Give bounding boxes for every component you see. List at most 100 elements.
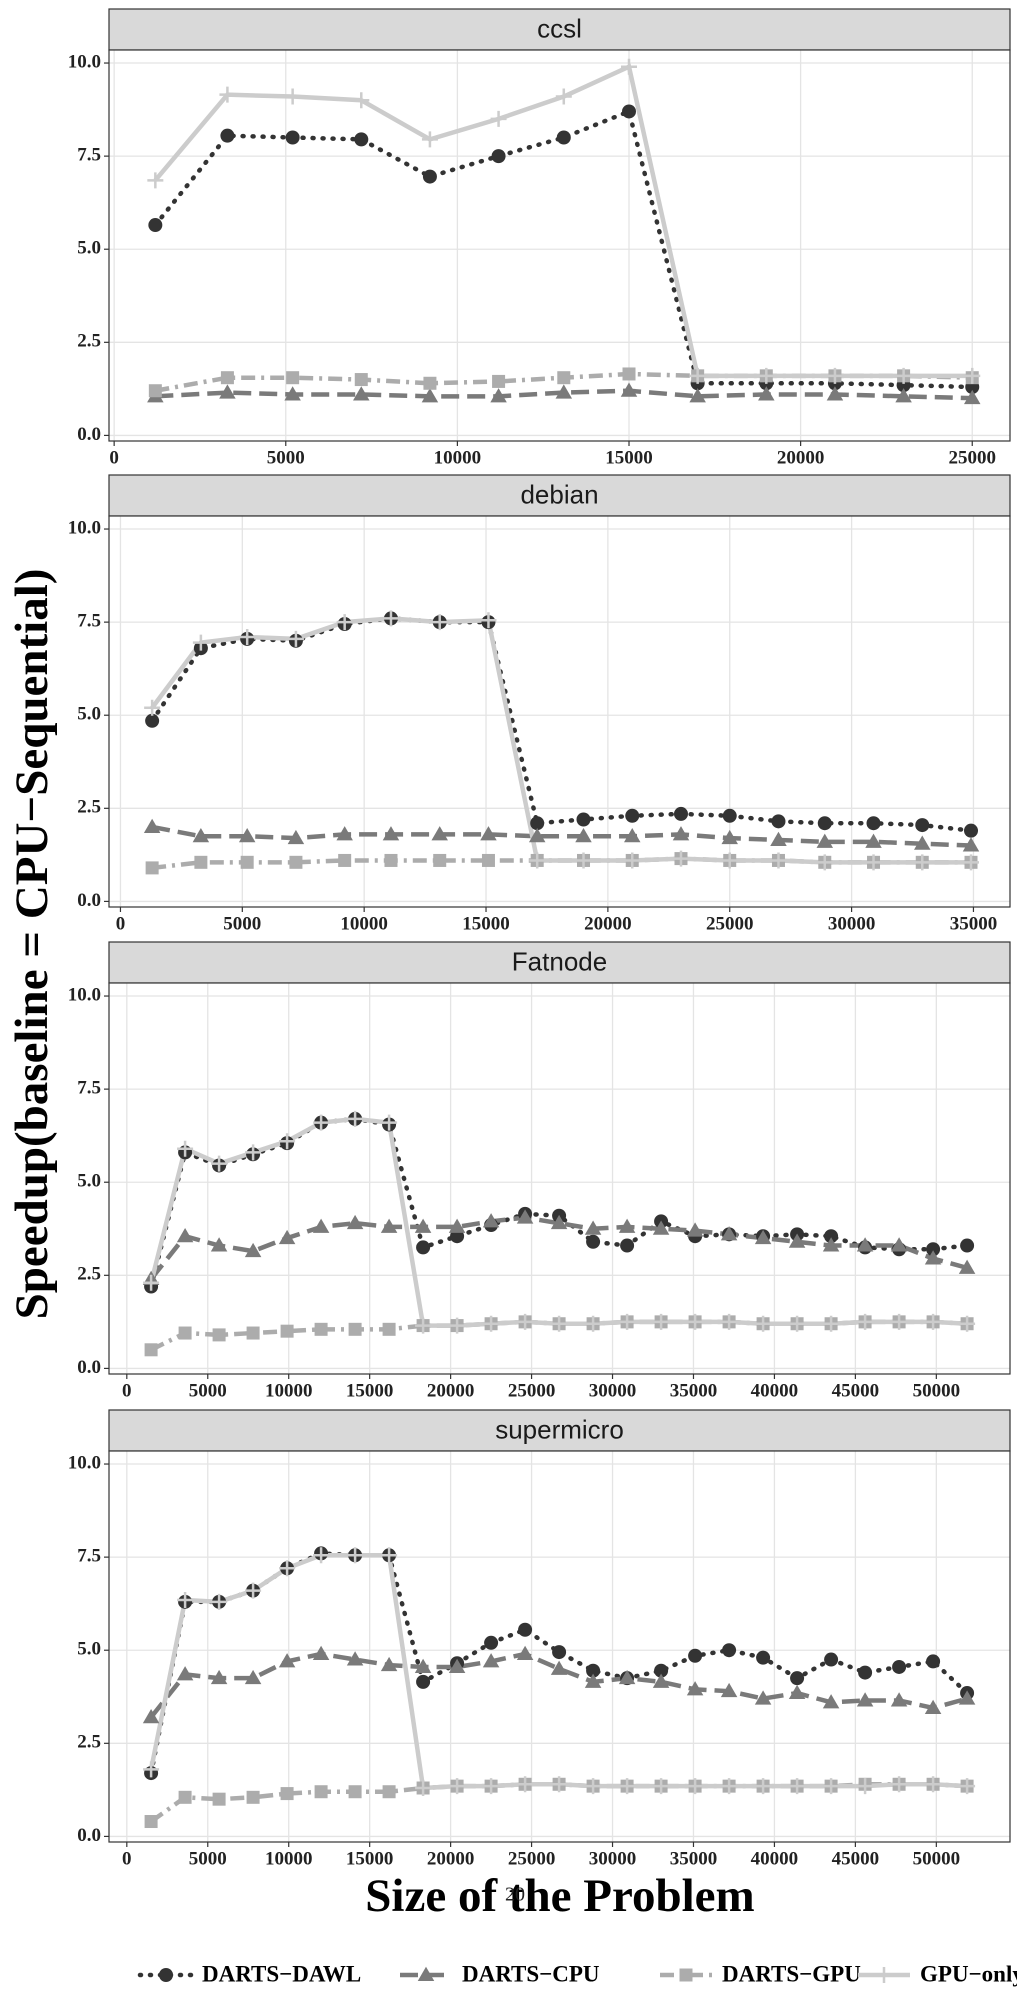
point [857, 1778, 874, 1795]
legend-label: DARTS−CPU [462, 1961, 600, 1986]
point [652, 1673, 670, 1688]
point [654, 1663, 669, 1678]
x-tick-label: 35000 [670, 1848, 718, 1869]
legend-label: DARTS−DAWL [202, 1961, 361, 1986]
point [958, 1690, 976, 1705]
point [959, 1778, 976, 1795]
plot-panel [109, 983, 1010, 1374]
point [914, 854, 931, 871]
point [278, 1229, 296, 1245]
point [721, 829, 738, 845]
panel-border [108, 1450, 1011, 1843]
point [492, 374, 506, 388]
point [384, 853, 398, 867]
point [926, 1242, 941, 1257]
point [586, 1663, 601, 1678]
point [891, 1313, 908, 1330]
point [621, 58, 638, 75]
point [381, 1547, 398, 1564]
point [480, 612, 497, 629]
point [280, 1324, 294, 1338]
point [822, 1694, 840, 1709]
point [556, 130, 571, 145]
y-tick-label: 0.0 [77, 1357, 101, 1378]
point [449, 1778, 466, 1795]
y-tick-label: 10.0 [68, 51, 101, 72]
point [575, 852, 592, 869]
x-tick-label: 10000 [434, 447, 482, 468]
x-tick-label: 50000 [913, 1380, 961, 1401]
point [823, 1315, 840, 1332]
point [380, 1218, 398, 1233]
point [858, 1665, 873, 1680]
point [483, 1315, 500, 1332]
x-tick-label: 25000 [508, 1380, 556, 1401]
point [866, 816, 881, 831]
point [176, 1227, 194, 1243]
point [382, 610, 399, 627]
point [754, 1229, 772, 1245]
y-tick-label: 0.0 [77, 1825, 101, 1846]
point [353, 92, 370, 109]
point [423, 376, 437, 390]
series-line [151, 824, 972, 848]
point [286, 371, 300, 385]
point [421, 131, 438, 148]
point [287, 829, 305, 845]
point [585, 1315, 602, 1332]
point [177, 1591, 194, 1608]
x-tick-label: 20000 [777, 447, 825, 468]
point [490, 388, 507, 403]
point [914, 835, 931, 850]
point [142, 1709, 160, 1724]
point [144, 1815, 158, 1829]
point [143, 1761, 160, 1778]
point [313, 1547, 330, 1564]
point [280, 1787, 294, 1801]
point [246, 1790, 260, 1804]
x-tick-label: 30000 [828, 913, 876, 934]
point [555, 384, 573, 399]
x-tick-label: 5000 [189, 1848, 227, 1869]
point [284, 88, 301, 105]
point [575, 827, 592, 843]
point [416, 1240, 431, 1255]
y-tick-label: 2.5 [77, 1732, 101, 1753]
point [285, 130, 300, 145]
point [686, 1222, 704, 1237]
point [963, 854, 980, 871]
point [382, 1785, 396, 1799]
point [482, 1213, 500, 1228]
point [289, 855, 303, 869]
point [422, 169, 437, 184]
point [194, 855, 208, 869]
point [958, 1259, 976, 1274]
point [414, 1658, 432, 1673]
point [245, 1144, 262, 1161]
legend-marker [417, 1966, 435, 1981]
point [960, 1238, 975, 1253]
x-tick-label: 40000 [751, 1380, 799, 1401]
y-tick-label: 2.5 [77, 331, 101, 352]
point [431, 614, 448, 631]
x-tick-label: 25000 [948, 447, 996, 468]
point [865, 854, 882, 871]
point [279, 1133, 296, 1150]
y-tick-label: 2.5 [77, 1264, 101, 1285]
point [448, 1658, 466, 1673]
point [178, 1790, 192, 1804]
point [415, 1317, 432, 1334]
point [822, 1237, 840, 1252]
x-tick-label: 25000 [508, 1848, 556, 1869]
point [585, 1778, 602, 1795]
point [672, 826, 690, 841]
point [891, 1776, 908, 1793]
point [354, 373, 368, 387]
x-tick-label: 15000 [605, 447, 653, 468]
point [689, 388, 706, 403]
point [584, 1673, 602, 1688]
point [622, 104, 637, 119]
x-tick-label: 25000 [706, 913, 754, 934]
point [653, 1313, 670, 1330]
